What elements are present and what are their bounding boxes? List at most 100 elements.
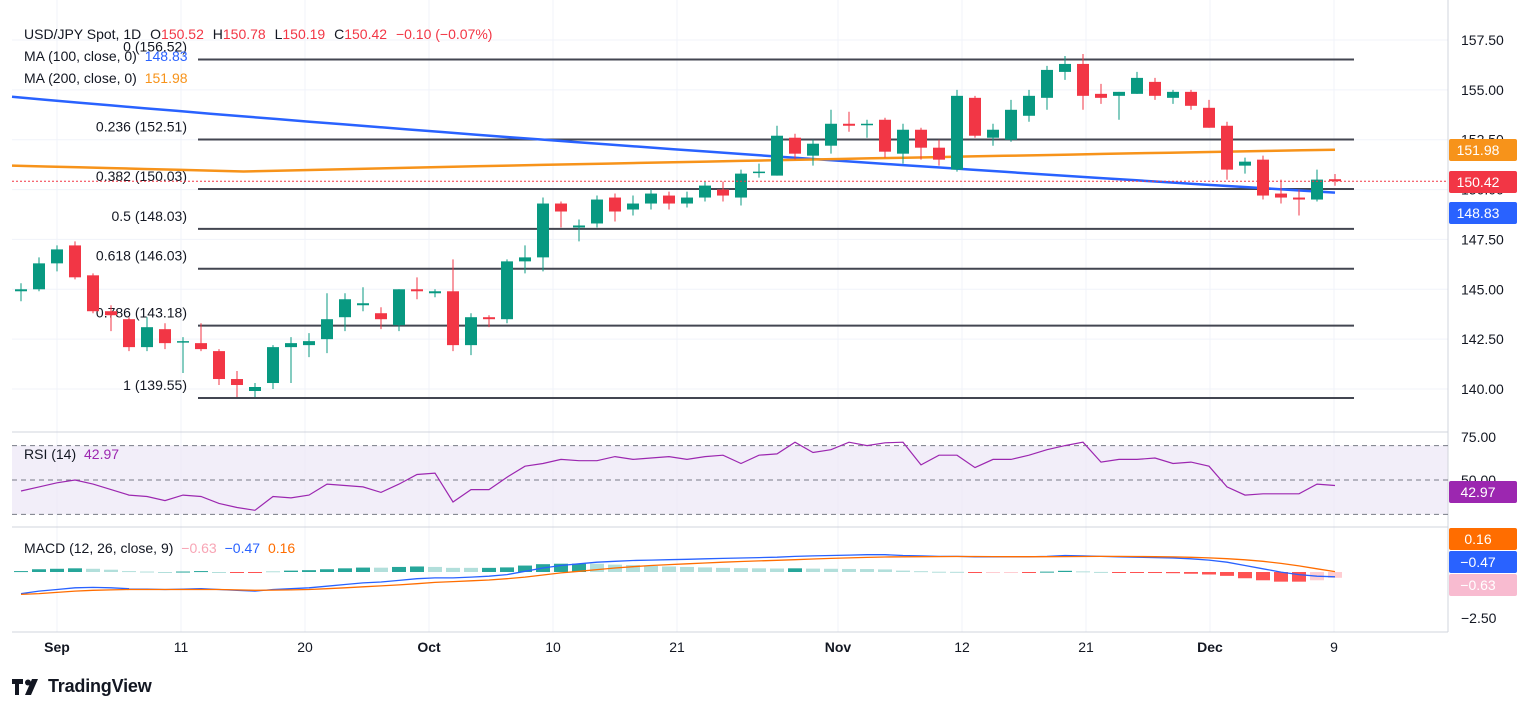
candle-body xyxy=(735,173,747,198)
macd-histogram-bar xyxy=(284,570,298,572)
time-tick-label: 20 xyxy=(297,639,313,655)
macd-histogram-bar xyxy=(626,565,640,572)
candle-body xyxy=(1023,95,1035,116)
candle-body xyxy=(987,129,999,138)
macd-histogram-bar xyxy=(644,566,658,572)
macd-hist-badge-bg xyxy=(1449,574,1517,596)
macd-line-badge-text: −0.47 xyxy=(1460,554,1496,570)
candle-body xyxy=(15,289,27,292)
candle-body xyxy=(501,261,513,320)
fib-level-label: 0.5 (148.03) xyxy=(112,208,188,224)
fib-level-label: 0.382 (150.03) xyxy=(96,168,187,184)
candle-body xyxy=(1095,93,1107,98)
candle-body xyxy=(303,341,315,346)
macd-histogram-bar xyxy=(374,567,388,572)
macd-histogram-bar xyxy=(932,571,946,573)
macd-histogram-bar xyxy=(1076,571,1090,573)
macd-legend[interactable]: MACD (12, 26, close, 9) −0.63 −0.47 0.16 xyxy=(24,540,295,556)
price-tick-label: 147.50 xyxy=(1461,231,1504,247)
rsi-badge: 42.97 xyxy=(1449,481,1517,503)
candle-body xyxy=(951,95,963,170)
price-tick-label: 140.00 xyxy=(1461,381,1504,397)
macd-histogram-bar xyxy=(914,571,928,573)
ma200-badge-bg xyxy=(1449,139,1517,161)
macd-histogram-bar xyxy=(554,563,568,572)
macd-histogram-bar xyxy=(698,567,712,572)
macd-histogram-bar xyxy=(14,571,28,573)
ma200-value: 151.98 xyxy=(145,70,188,86)
candle-body xyxy=(429,291,441,294)
ma200-legend[interactable]: MA (200, close, 0) 151.98 xyxy=(24,70,188,86)
macd-histogram-bar xyxy=(464,567,478,572)
time-tick-label: 10 xyxy=(545,639,561,655)
macd-histogram-bar xyxy=(752,568,766,572)
macd-histogram-bar xyxy=(1202,572,1216,575)
rsi-band xyxy=(12,445,1448,515)
ma200-line xyxy=(11,148,1336,173)
ma100-legend[interactable]: MA (100, close, 0) 148.83 xyxy=(24,48,188,64)
ohlc-legend[interactable]: USD/JPY Spot, 1D O150.52 H150.78 L150.19… xyxy=(24,26,492,42)
candle-body xyxy=(1131,77,1143,94)
macd-histogram-bar xyxy=(86,568,100,572)
price-badges: 151.98 150.42 148.83 0.16 −0.47 −0.63 42.97 xyxy=(1449,139,1517,596)
macd-histogram-bar xyxy=(68,568,82,572)
ma100-value: 148.83 xyxy=(145,48,188,64)
price-tick-label: 145.00 xyxy=(1461,281,1504,297)
candle-body xyxy=(231,379,243,386)
candle-body xyxy=(573,225,585,228)
macd-histogram-bar xyxy=(860,569,874,572)
candle-body xyxy=(663,195,675,204)
candle-body xyxy=(393,289,405,326)
macd-hist-value: −0.63 xyxy=(181,540,217,556)
candle-body xyxy=(159,329,171,344)
ma100-line xyxy=(11,95,1336,194)
macd-histogram-bar xyxy=(1130,572,1144,573)
macd-histogram-bar xyxy=(1292,572,1306,582)
macd-hist-badge: −0.63 xyxy=(1449,574,1517,596)
candle-body xyxy=(681,197,693,204)
macd-histogram-bar xyxy=(734,568,748,572)
time-axis[interactable]: Sep 11 20 Oct 10 21 Nov 12 21 Dec 9 xyxy=(44,639,1338,655)
candle-body xyxy=(213,351,225,380)
candle-body xyxy=(1203,107,1215,128)
candle-body xyxy=(357,303,369,306)
candle-body xyxy=(1059,63,1071,72)
macd-histogram-bar xyxy=(32,569,46,572)
candle-body xyxy=(411,289,423,292)
macd-histogram-bar xyxy=(1148,572,1162,574)
macd-histogram-bar xyxy=(194,571,208,573)
symbol-title: USD/JPY Spot, 1D xyxy=(24,26,141,42)
macd-histogram-bar xyxy=(1040,571,1054,573)
tradingview-logo-text: TradingView xyxy=(48,676,152,696)
candle-body xyxy=(51,249,63,264)
tradingview-logo[interactable]: TradingView xyxy=(12,676,152,697)
candle-body xyxy=(321,319,333,340)
macd-histogram-bar xyxy=(716,567,730,572)
macd-histogram-bar xyxy=(968,572,982,573)
time-tick-label: 9 xyxy=(1330,639,1338,655)
indicator-lines xyxy=(11,95,1336,596)
macd-signal-badge-bg xyxy=(1449,528,1517,550)
macd-histogram-bar xyxy=(248,572,262,573)
macd-histogram-bar xyxy=(302,570,316,572)
candle-body xyxy=(537,203,549,258)
macd-histogram-bar xyxy=(1058,570,1072,572)
macd-hist-badge-text: −0.63 xyxy=(1460,577,1496,593)
rsi-legend[interactable]: RSI (14) 42.97 xyxy=(24,446,119,462)
close-value: 150.42 xyxy=(344,26,387,42)
candlesticks[interactable] xyxy=(15,53,1341,397)
candle-body xyxy=(1329,179,1341,182)
macd-histogram-bar xyxy=(158,572,172,573)
candle-body xyxy=(789,137,801,154)
candle-body xyxy=(285,343,297,348)
macd-histogram-bar xyxy=(950,571,964,573)
macd-histogram-bar xyxy=(320,569,334,572)
time-tick-label: Nov xyxy=(825,639,852,655)
macd-line-value: −0.47 xyxy=(225,540,261,556)
fib-level-label: 0 (156.52) xyxy=(123,39,187,55)
macd-histogram-bar xyxy=(824,568,838,572)
macd-histogram-bar xyxy=(50,568,64,572)
candle-body xyxy=(1167,91,1179,98)
price-tick-label: 157.50 xyxy=(1461,32,1504,48)
